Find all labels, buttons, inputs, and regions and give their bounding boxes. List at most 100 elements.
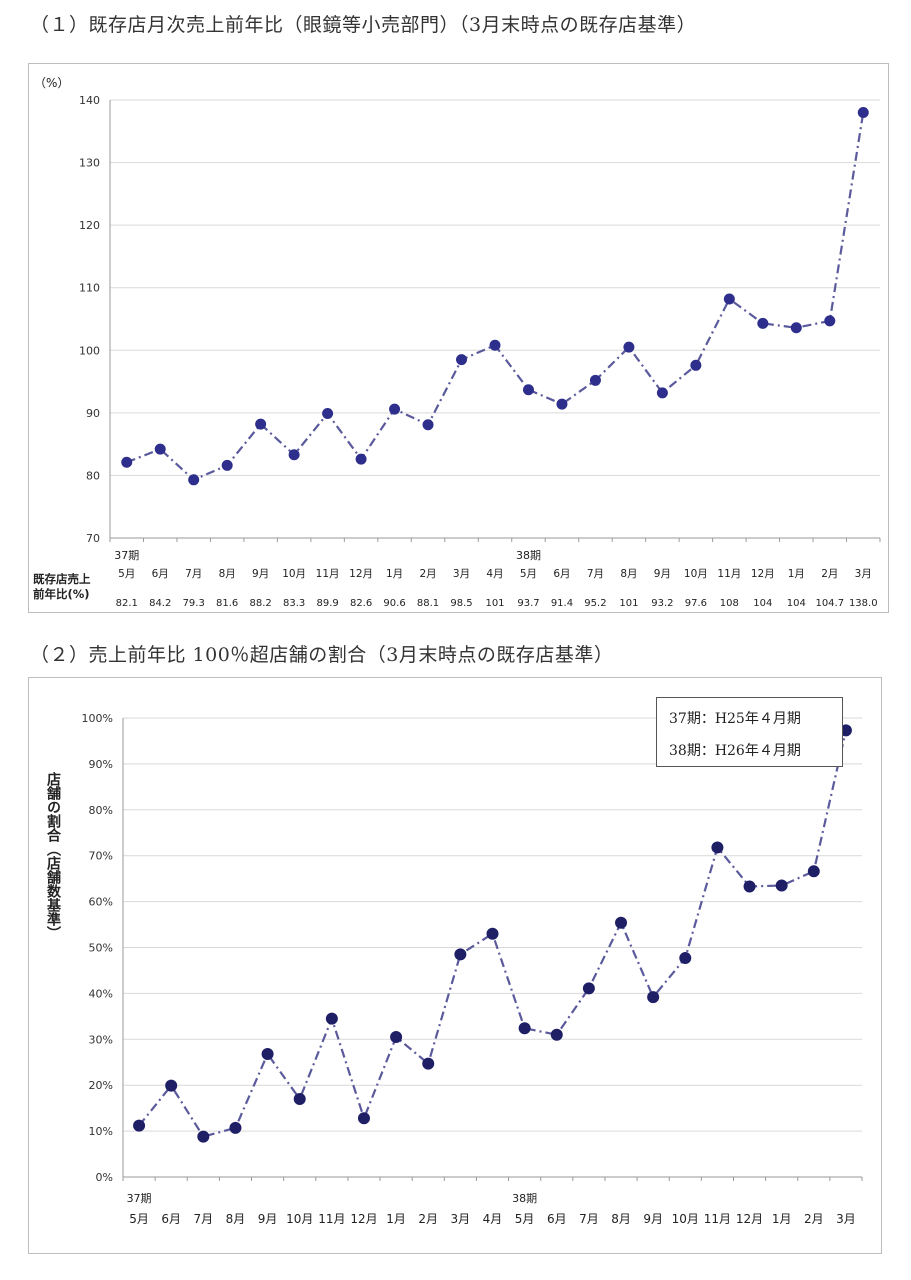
x-category-label: 9月 bbox=[643, 1212, 663, 1226]
x-category-label: 2月 bbox=[418, 1212, 438, 1226]
x-category-label: 8月 bbox=[611, 1212, 631, 1226]
y-tick-label: 100 bbox=[79, 344, 100, 357]
data-value-label: 79.3 bbox=[183, 598, 205, 609]
x-category-label: 9月 bbox=[258, 1212, 278, 1226]
data-point bbox=[857, 107, 869, 119]
x-category-label: 5月 bbox=[129, 1212, 149, 1226]
data-point bbox=[589, 374, 601, 386]
data-point bbox=[165, 1079, 178, 1092]
data-value-label: 82.6 bbox=[350, 598, 372, 609]
data-value-label: 104 bbox=[753, 598, 772, 609]
data-point bbox=[824, 315, 836, 327]
x-category-label: 6月 bbox=[553, 568, 570, 580]
y-tick-label: 0% bbox=[96, 1171, 113, 1184]
y-tick-label: 130 bbox=[79, 157, 100, 170]
data-point bbox=[255, 418, 267, 430]
y-tick-label: 30% bbox=[89, 1033, 113, 1046]
x-category-label: 10月 bbox=[672, 1212, 699, 1226]
legend-38: 38期：H26年４月期 bbox=[669, 743, 801, 759]
data-point bbox=[623, 341, 635, 353]
series-line bbox=[138, 730, 848, 1138]
data-point bbox=[197, 1130, 210, 1143]
data-value-label: 138.0 bbox=[849, 598, 878, 609]
data-point bbox=[522, 384, 534, 396]
x-category-label: 2月 bbox=[821, 568, 838, 580]
x-category-label: 3月 bbox=[451, 1212, 471, 1226]
period-label: 38期 bbox=[512, 1192, 537, 1205]
data-point bbox=[556, 398, 568, 410]
data-point bbox=[121, 456, 133, 468]
data-point bbox=[454, 948, 467, 961]
y-tick-label: 80 bbox=[86, 469, 100, 482]
data-value-label: 88.1 bbox=[417, 598, 439, 609]
data-value-label: 104 bbox=[787, 598, 806, 609]
data-value-label: 93.2 bbox=[651, 598, 673, 609]
x-category-label: 11月 bbox=[704, 1212, 731, 1226]
x-category-label: 4月 bbox=[486, 568, 503, 580]
x-category-label: 5月 bbox=[520, 568, 537, 580]
x-category-label: 11月 bbox=[717, 568, 741, 580]
data-point bbox=[261, 1047, 274, 1060]
x-category-label: 7月 bbox=[194, 1212, 214, 1226]
table-row-label: 前年比(%) bbox=[33, 587, 90, 601]
x-category-label: 2月 bbox=[419, 568, 436, 580]
data-value-label: 83.3 bbox=[283, 598, 305, 609]
x-category-label: 4月 bbox=[483, 1212, 503, 1226]
x-category-label: 1月 bbox=[386, 1212, 406, 1226]
y-tick-label: 120 bbox=[79, 219, 100, 232]
data-value-label: 89.9 bbox=[316, 598, 338, 609]
x-category-label: 12月 bbox=[736, 1212, 763, 1226]
data-point bbox=[790, 322, 802, 334]
data-point bbox=[615, 916, 628, 929]
period-legend: 37期：H25年４月期 38期：H26年４月期 bbox=[656, 697, 843, 767]
data-point bbox=[422, 1057, 435, 1070]
x-category-label: 3月 bbox=[453, 568, 470, 580]
y-tick-label: 140 bbox=[79, 94, 100, 107]
period-label: 37期 bbox=[114, 549, 139, 562]
data-value-label: 88.2 bbox=[250, 598, 272, 609]
data-point bbox=[456, 354, 468, 366]
x-category-label: 12月 bbox=[349, 568, 373, 580]
x-category-label: 10月 bbox=[684, 568, 708, 580]
x-category-label: 11月 bbox=[318, 1212, 345, 1226]
x-category-label: 10月 bbox=[286, 1212, 313, 1226]
legend-37: 37期：H25年４月期 bbox=[669, 711, 801, 727]
data-point bbox=[807, 865, 820, 878]
data-value-label: 95.2 bbox=[584, 598, 606, 609]
data-point bbox=[154, 443, 166, 455]
data-point bbox=[690, 359, 702, 371]
data-point bbox=[486, 927, 499, 940]
data-value-label: 93.7 bbox=[517, 598, 539, 609]
x-category-label: 2月 bbox=[804, 1212, 824, 1226]
chart1-heading: （１）既存店月次売上前年比（眼鏡等小売部門）（3月末時点の既存店基準） bbox=[30, 14, 697, 36]
x-category-label: 8月 bbox=[219, 568, 236, 580]
data-point bbox=[422, 419, 434, 431]
data-point bbox=[743, 880, 756, 893]
data-value-label: 97.6 bbox=[685, 598, 707, 609]
x-category-label: 1月 bbox=[788, 568, 805, 580]
data-point bbox=[357, 1112, 370, 1125]
x-category-label: 9月 bbox=[654, 568, 671, 580]
x-category-label: 8月 bbox=[620, 568, 637, 580]
y-tick-label: 100% bbox=[82, 712, 113, 725]
data-point bbox=[221, 459, 233, 471]
data-point bbox=[656, 387, 668, 399]
data-value-label: 81.6 bbox=[216, 598, 238, 609]
data-point bbox=[293, 1092, 306, 1105]
data-value-label: 84.2 bbox=[149, 598, 171, 609]
x-category-label: 6月 bbox=[161, 1212, 181, 1226]
y-tick-label: 10% bbox=[89, 1125, 113, 1138]
data-point bbox=[229, 1121, 242, 1134]
x-category-label: 1月 bbox=[772, 1212, 792, 1226]
data-point bbox=[647, 991, 660, 1004]
data-value-label: 90.6 bbox=[383, 598, 405, 609]
data-point bbox=[489, 339, 501, 351]
y-tick-label: 90 bbox=[86, 407, 100, 420]
data-point bbox=[582, 982, 595, 995]
y-tick-label: 80% bbox=[89, 804, 113, 817]
data-point bbox=[518, 1022, 531, 1035]
x-category-label: 12月 bbox=[350, 1212, 377, 1226]
data-value-label: 101 bbox=[485, 598, 504, 609]
period-label: 37期 bbox=[127, 1192, 152, 1205]
